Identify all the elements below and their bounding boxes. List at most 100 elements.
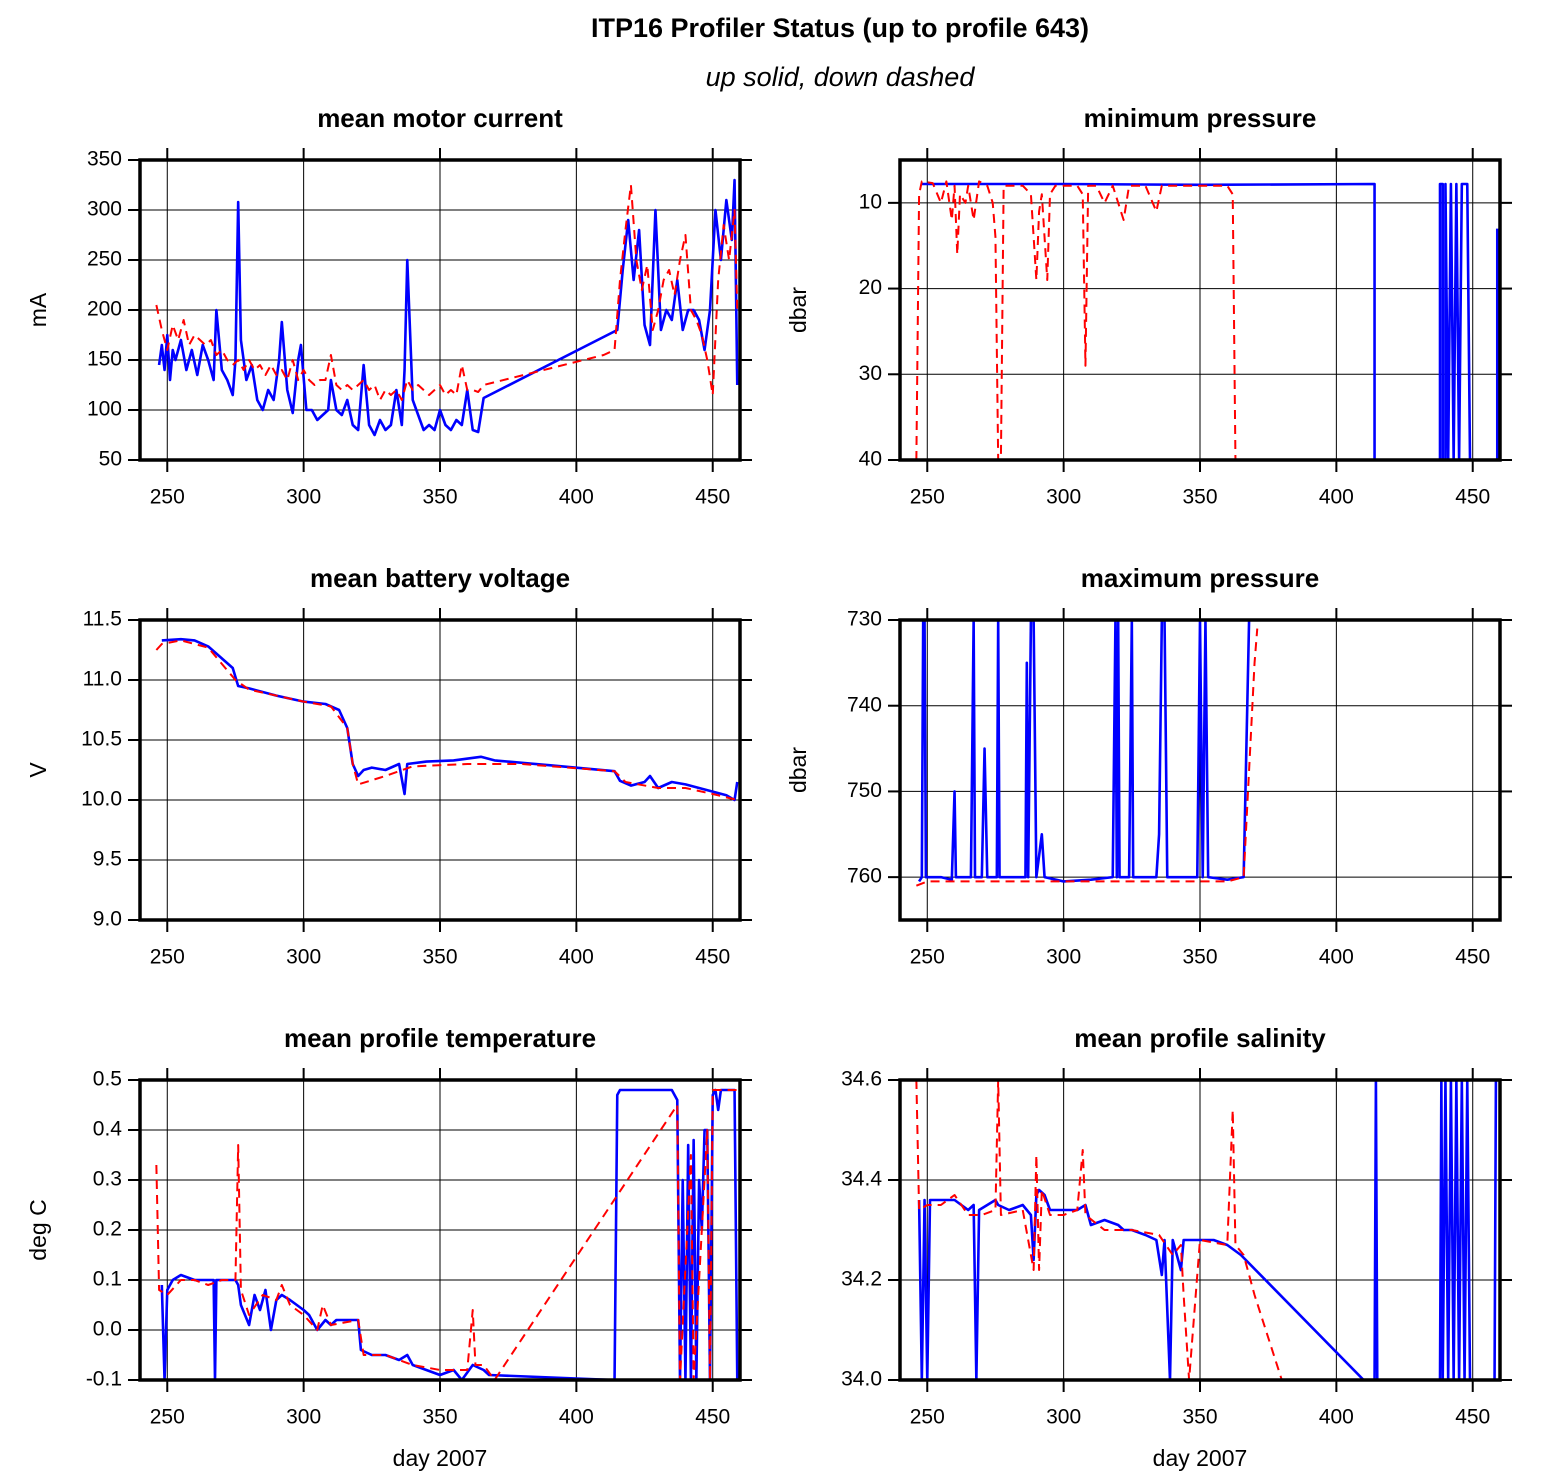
- x-tick-label: 250: [150, 486, 185, 509]
- y-tick-label: 740: [847, 693, 882, 716]
- y-tick-label: 0.4: [93, 1118, 123, 1141]
- x-tick-label: 250: [150, 946, 185, 969]
- y-tick-label: 30: [859, 362, 882, 385]
- panel-title: maximum pressure: [1081, 563, 1319, 593]
- x-tick-label: 400: [559, 1406, 594, 1429]
- panel-title: mean profile salinity: [1074, 1023, 1326, 1053]
- series-line: [921, 182, 1499, 460]
- y-tick-label: 0.0: [93, 1318, 122, 1341]
- y-axis-label: dbar: [785, 287, 811, 333]
- plot-frame: [898, 618, 1502, 922]
- y-axis-label: mA: [25, 292, 51, 327]
- x-tick-label: 450: [1455, 1406, 1490, 1429]
- plot-frame: [138, 1078, 742, 1382]
- panel: mean battery voltage V 9.0 9.5 10.0 10.5 11.0 1…: [25, 563, 752, 969]
- y-tick-label: 0.3: [93, 1168, 122, 1191]
- y-tick-label: 34.6: [841, 1068, 882, 1091]
- x-tick-label: 450: [1455, 486, 1490, 509]
- x-tick-label: 250: [150, 1406, 185, 1429]
- panel-title: mean profile temperature: [284, 1023, 596, 1053]
- panel: mean profile temperature deg C day 2007 -0.…: [25, 1023, 752, 1471]
- x-tick-label: 400: [1319, 486, 1354, 509]
- x-tick-label: 300: [286, 946, 321, 969]
- series-line: [155, 184, 739, 401]
- y-axis-label: V: [25, 762, 51, 778]
- plot-frame: [898, 158, 1502, 462]
- x-axis-label: day 2007: [1153, 1445, 1248, 1471]
- y-tick-label: 760: [847, 865, 882, 888]
- y-tick-label: 0.1: [93, 1268, 122, 1291]
- x-tick-label: 450: [695, 486, 730, 509]
- y-tick-label: 350: [87, 148, 122, 171]
- panel: mean profile salinity day 2007 34.0 34.2 34.…: [841, 1023, 1512, 1471]
- series-line: [161, 637, 739, 802]
- y-tick-label: 10.5: [81, 728, 122, 751]
- x-tick-label: 350: [1182, 1406, 1217, 1429]
- x-tick-label: 300: [286, 1406, 321, 1429]
- x-tick-label: 450: [695, 1406, 730, 1429]
- x-tick-label: 300: [286, 486, 321, 509]
- x-tick-label: 300: [1046, 486, 1081, 509]
- x-tick-label: 350: [1182, 946, 1217, 969]
- plot-frame: [138, 158, 742, 462]
- plot-frame: [898, 1078, 1502, 1382]
- x-tick-label: 400: [1319, 946, 1354, 969]
- panel-title: mean battery voltage: [310, 563, 570, 593]
- y-tick-label: 750: [847, 779, 882, 802]
- y-tick-label: 9.0: [93, 908, 122, 931]
- y-tick-label: 20: [859, 276, 882, 299]
- series-line: [157, 178, 739, 437]
- y-tick-label: 150: [87, 348, 122, 371]
- y-tick-label: 11.0: [83, 668, 122, 691]
- panel: maximum pressure dbar 730 740 750 760 250 300 35…: [785, 563, 1512, 969]
- y-tick-label: 34.0: [841, 1368, 882, 1391]
- series-line: [917, 620, 1251, 883]
- y-tick-label: 50: [99, 448, 122, 471]
- y-tick-label: 34.4: [841, 1168, 882, 1191]
- x-tick-label: 450: [695, 946, 730, 969]
- y-tick-label: 730: [847, 608, 882, 631]
- y-tick-label: -0.1: [86, 1368, 122, 1391]
- x-tick-label: 450: [1455, 946, 1490, 969]
- x-tick-label: 350: [422, 1406, 457, 1429]
- y-tick-label: 0.2: [93, 1218, 122, 1241]
- x-tick-label: 400: [559, 946, 594, 969]
- series-line: [160, 1088, 739, 1380]
- y-tick-label: 250: [87, 248, 122, 271]
- x-tick-label: 350: [1182, 486, 1217, 509]
- y-tick-label: 9.5: [93, 848, 122, 871]
- x-axis-label: day 2007: [393, 1445, 488, 1471]
- y-axis-label: deg C: [25, 1199, 51, 1260]
- y-tick-label: 100: [87, 398, 122, 421]
- y-axis-label: dbar: [785, 747, 811, 793]
- y-tick-label: 10.0: [81, 788, 122, 811]
- panel-title: minimum pressure: [1084, 103, 1317, 133]
- page-subtitle: up solid, down dashed: [706, 62, 976, 92]
- x-tick-label: 400: [1319, 1406, 1354, 1429]
- y-tick-label: 0.5: [93, 1068, 122, 1091]
- x-tick-label: 250: [910, 486, 945, 509]
- x-tick-label: 400: [559, 486, 594, 509]
- y-tick-label: 10: [859, 190, 882, 213]
- y-tick-label: 11.5: [83, 608, 122, 631]
- plot-frame: [138, 618, 742, 922]
- page-title: ITP16 Profiler Status (up to profile 643…: [591, 13, 1089, 43]
- panel-title: mean motor current: [317, 103, 563, 133]
- series-line: [915, 1080, 1283, 1380]
- series-line: [917, 1080, 1498, 1380]
- y-tick-label: 40: [859, 448, 882, 471]
- x-tick-label: 250: [910, 946, 945, 969]
- panel: minimum pressure dbar 10 20 30 40 250 300 350 400…: [785, 103, 1512, 509]
- series-line: [155, 1089, 738, 1380]
- x-tick-label: 250: [910, 1406, 945, 1429]
- series-line: [915, 628, 1259, 887]
- y-tick-label: 300: [87, 198, 122, 221]
- y-tick-label: 34.2: [841, 1268, 882, 1291]
- x-tick-label: 350: [422, 486, 457, 509]
- y-tick-label: 200: [87, 298, 122, 321]
- x-tick-label: 350: [422, 946, 457, 969]
- x-tick-label: 300: [1046, 946, 1081, 969]
- series-line: [915, 180, 1237, 460]
- panel: mean motor current mA 50 100 150 200 250 300 350…: [25, 103, 752, 509]
